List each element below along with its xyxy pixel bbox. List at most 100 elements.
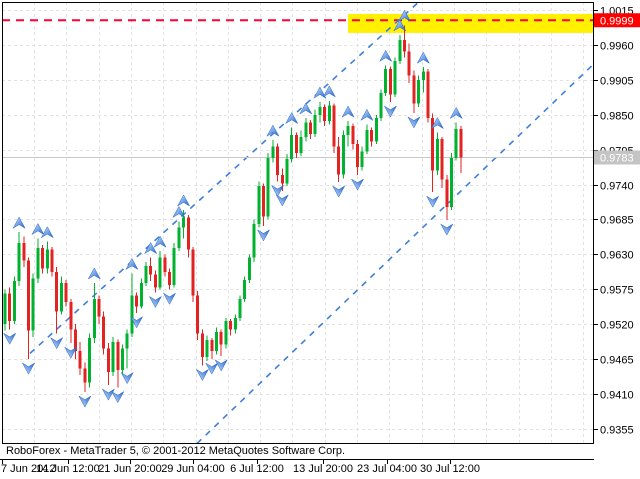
fractal-up-icon xyxy=(153,235,167,248)
fractal-down-icon xyxy=(270,184,285,197)
fractal-up-icon xyxy=(322,85,336,98)
candle xyxy=(454,122,458,161)
fractals-layer xyxy=(3,9,463,408)
candle xyxy=(299,130,303,157)
fractal-down-icon xyxy=(407,116,421,129)
plot-border xyxy=(2,2,594,444)
fractal-up-icon xyxy=(87,267,101,280)
candle xyxy=(341,130,345,179)
candle xyxy=(262,183,265,226)
candle xyxy=(238,295,242,322)
fractal-down-icon xyxy=(275,194,289,207)
fractal-up-icon xyxy=(360,108,374,122)
fractal-down-icon xyxy=(148,295,163,308)
fractal-up-icon xyxy=(285,111,299,125)
candle xyxy=(332,103,336,153)
fractal-down-icon xyxy=(50,337,64,350)
time-tick-label: 30 Jul 12:00 xyxy=(420,463,480,475)
candle xyxy=(196,291,200,341)
price-tick-label: 0.9410 xyxy=(600,390,634,402)
candle xyxy=(252,219,256,263)
resistance-price-tag[interactable]: 0.9999 xyxy=(594,13,640,28)
candle xyxy=(445,175,449,221)
candle xyxy=(294,132,298,158)
fractal-down-icon xyxy=(162,292,177,305)
candle xyxy=(102,311,106,355)
candle xyxy=(149,257,153,282)
candle xyxy=(412,70,416,113)
candle xyxy=(135,292,139,313)
grid-layer xyxy=(2,2,593,443)
candle xyxy=(163,254,167,277)
target-zone-band[interactable] xyxy=(348,13,593,33)
candle xyxy=(304,117,308,142)
candle xyxy=(440,137,444,188)
candle xyxy=(323,104,327,127)
fractal-down-icon xyxy=(332,185,346,198)
time-tick-label: 21 Jun 20:00 xyxy=(98,463,162,475)
price-tick-label: 0.9905 xyxy=(600,76,634,88)
fractal-down-icon xyxy=(129,316,144,329)
candle xyxy=(285,154,289,186)
candle xyxy=(351,123,355,150)
fractal-up-icon xyxy=(40,226,54,239)
time-tick-label: 29 Jun 04:00 xyxy=(161,463,225,475)
current-price-tag[interactable]: 0.9783 xyxy=(594,150,640,165)
candle xyxy=(59,276,63,315)
candle xyxy=(417,75,421,108)
candle xyxy=(421,67,425,93)
candle xyxy=(36,238,40,283)
time-tick-label: 6 Jul 12:00 xyxy=(230,463,284,475)
price-tick-label: 0.9575 xyxy=(600,285,634,297)
candle xyxy=(158,251,162,290)
candle xyxy=(41,244,45,274)
ascending-channel-lower[interactable] xyxy=(196,64,593,444)
fractal-down-icon xyxy=(214,359,228,372)
candle xyxy=(27,257,30,360)
candle xyxy=(168,268,171,290)
price-tick-label: 0.9355 xyxy=(600,425,634,437)
fractal-up-icon xyxy=(341,105,355,118)
candle xyxy=(74,324,77,360)
candle xyxy=(398,34,402,65)
candle xyxy=(407,43,411,84)
price-axis[interactable]: 1.00150.99600.99050.98500.97950.97400.96… xyxy=(593,6,640,437)
candle xyxy=(403,25,406,58)
candle xyxy=(370,127,374,147)
candle xyxy=(215,327,218,355)
candle xyxy=(125,329,129,369)
candle xyxy=(153,270,157,293)
fractal-up-icon xyxy=(379,49,393,62)
price-tick-label: 0.9520 xyxy=(600,320,634,332)
candle xyxy=(271,140,275,163)
fractal-down-icon xyxy=(120,371,134,385)
candle xyxy=(45,241,49,274)
fractal-up-icon xyxy=(313,86,327,99)
fractal-down-icon xyxy=(111,390,125,404)
candle xyxy=(426,69,430,123)
fractal-up-icon xyxy=(172,205,186,219)
svg-text:0.9999: 0.9999 xyxy=(600,15,634,27)
candle xyxy=(313,109,317,138)
candle xyxy=(327,100,331,125)
candle xyxy=(186,215,190,258)
plot-area[interactable] xyxy=(2,0,593,443)
candle xyxy=(210,338,214,360)
candle xyxy=(219,329,223,356)
candle xyxy=(205,335,209,362)
fractal-up-icon xyxy=(31,223,45,236)
candle xyxy=(318,102,322,123)
fractal-up-icon xyxy=(397,9,412,23)
candle xyxy=(200,329,204,366)
fractal-down-icon xyxy=(426,195,440,208)
candle xyxy=(55,267,59,334)
candle xyxy=(22,236,26,268)
candle xyxy=(130,273,134,337)
ascending-channel-upper[interactable] xyxy=(29,0,421,354)
time-tick-label: 13 Jul 20:00 xyxy=(293,463,353,475)
candle xyxy=(177,221,181,252)
fractal-down-icon xyxy=(383,105,398,118)
